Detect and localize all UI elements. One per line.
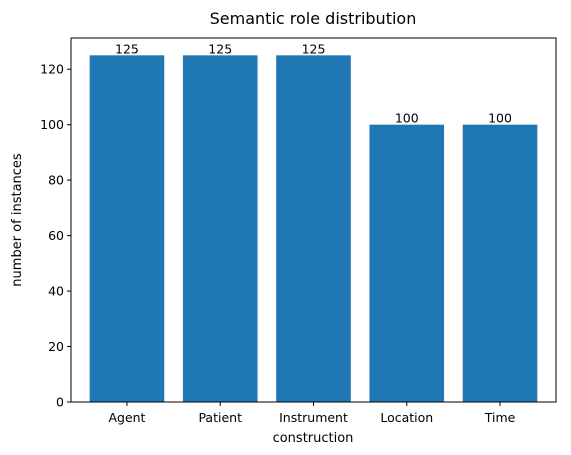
y-axis-label: number of instances xyxy=(10,153,25,287)
y-axis: 0 20 40 60 80 100 120 xyxy=(40,62,71,410)
y-tick-label-100: 100 xyxy=(40,117,64,132)
plot-area: 125 125 125 100 100 xyxy=(70,37,557,403)
bar-time xyxy=(462,124,538,403)
data-label-instrument: 125 xyxy=(302,41,326,56)
bar-instrument xyxy=(276,55,351,402)
x-tick-label-time: Time xyxy=(484,410,516,425)
data-label-location: 100 xyxy=(395,111,419,126)
x-axis: Agent Patient Instrument Location Time xyxy=(108,402,516,425)
bar-patient xyxy=(182,55,258,402)
bars-layer xyxy=(89,55,538,403)
data-label-time: 100 xyxy=(488,111,512,126)
data-label-patient: 125 xyxy=(208,41,232,56)
x-tick-label-location: Location xyxy=(380,410,433,425)
y-tick-label-20: 20 xyxy=(48,339,64,354)
chart-title: Semantic role distribution xyxy=(210,9,417,28)
data-label-agent: 125 xyxy=(115,41,139,56)
y-tick-label-0: 0 xyxy=(56,395,64,410)
bar-location xyxy=(369,124,445,403)
x-tick-label-patient: Patient xyxy=(198,410,242,425)
x-tick-label-agent: Agent xyxy=(108,410,145,425)
y-tick-label-60: 60 xyxy=(48,228,64,243)
x-axis-label: construction xyxy=(273,431,354,446)
data-labels-layer: 125 125 125 100 100 xyxy=(115,41,512,125)
x-tick-label-instrument: Instrument xyxy=(279,410,348,425)
y-tick-label-40: 40 xyxy=(48,284,64,299)
bar-agent xyxy=(89,55,165,402)
y-tick-label-120: 120 xyxy=(40,62,64,77)
y-tick-label-80: 80 xyxy=(48,173,64,188)
